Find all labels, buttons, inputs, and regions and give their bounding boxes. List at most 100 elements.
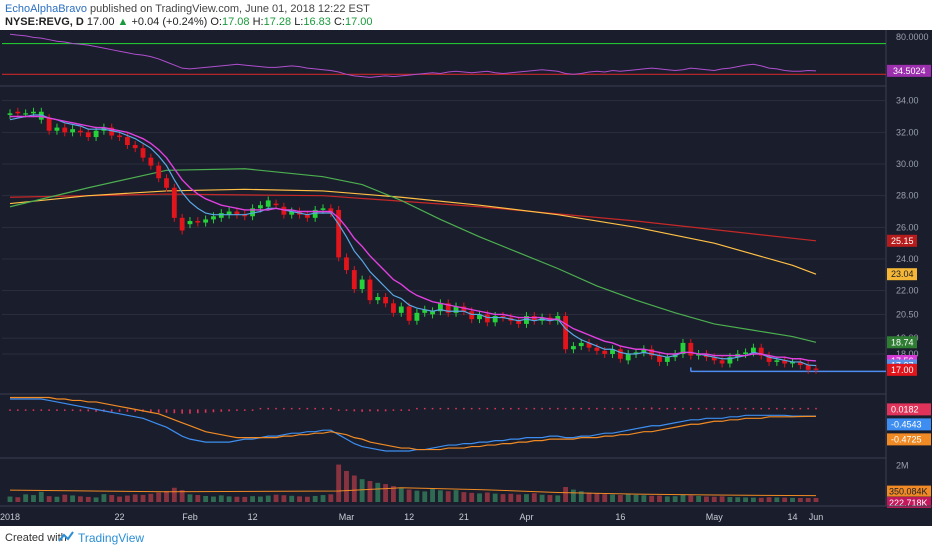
candle-down [367, 279, 373, 301]
candle-up [257, 205, 263, 209]
candle-up [680, 342, 686, 354]
macd-histogram-bar [400, 409, 403, 411]
macd-histogram-bar [330, 407, 332, 410]
macd-histogram-bar [79, 409, 82, 412]
volume-bar [649, 495, 655, 502]
macd-histogram-bar [674, 407, 676, 410]
candle-up [453, 306, 459, 313]
volume-bar [524, 494, 529, 502]
candle-up [203, 219, 209, 223]
volume-bar [477, 493, 482, 502]
chart-canvas[interactable]: 80.0000 34.5024 34.00 32.00 30.00 28.00 26.00 2… [0, 30, 932, 526]
candle-down [164, 178, 169, 188]
macd-histogram-bar [721, 407, 723, 410]
tradingview-brand[interactable]: TradingView [78, 531, 145, 545]
candle-down [109, 127, 115, 136]
macd-histogram-bar [353, 409, 356, 412]
candle-down [117, 135, 122, 138]
volume-bar [101, 494, 107, 502]
volume-bar [461, 492, 467, 502]
candle-down [85, 132, 91, 138]
y-tick-label: 32.00 [896, 127, 919, 137]
macd-histogram-bar [525, 407, 528, 410]
macd-histogram-bar [118, 409, 121, 412]
close-label: C: [333, 16, 345, 28]
volume-bar [203, 495, 209, 502]
macd-histogram-bar [197, 409, 199, 414]
signal-value-label: -0.4725 [891, 434, 922, 444]
volume-bar [766, 497, 772, 502]
macd-histogram-bar [345, 409, 348, 411]
macd-histogram-bar [549, 407, 551, 410]
volume-bar [273, 494, 279, 502]
volume-tick-label: 2M [896, 460, 909, 470]
candle-up [218, 213, 224, 218]
volume-bar [109, 495, 115, 502]
volume-tag [887, 496, 931, 508]
candle-down [719, 360, 725, 364]
candle-down [234, 211, 240, 215]
volume-bar [625, 494, 631, 502]
volume-bar [156, 492, 162, 502]
macd-histogram-bar [431, 407, 434, 410]
last-price: 17.00 [86, 16, 115, 28]
candle-down [813, 368, 819, 370]
candle-down [46, 118, 52, 131]
volume-bar [570, 489, 576, 502]
volume-bar [797, 497, 803, 502]
volume-bar [257, 496, 263, 502]
candle-up [625, 354, 631, 361]
macd-histogram-bar [150, 409, 152, 413]
candle-up [289, 211, 295, 215]
macd-histogram-bar [408, 409, 410, 411]
candle-down [594, 347, 600, 351]
macd-histogram-bar [752, 407, 755, 410]
volume-bar [610, 494, 615, 502]
macd-histogram-bar [729, 407, 731, 410]
volume-bar [422, 491, 428, 502]
volume-bar [85, 496, 91, 502]
candle-up [727, 357, 733, 364]
macd-histogram-bar [510, 407, 512, 410]
macd-histogram-bar [189, 409, 191, 414]
macd-histogram-bar [306, 407, 309, 410]
y-tick-label: 20.50 [896, 309, 919, 319]
candle-up [398, 306, 404, 313]
volume-bar [539, 494, 545, 502]
author-link[interactable]: EchoAlphaBravo [5, 3, 87, 15]
macd-histogram-bar [283, 407, 285, 410]
chart-area[interactable]: 80.0000 34.5024 34.00 32.00 30.00 28.00 26.00 2… [0, 30, 932, 526]
volume-bar [304, 496, 310, 502]
macd-histogram-bar [95, 409, 97, 412]
volume-bar [758, 497, 764, 502]
price-tag-last [887, 363, 917, 376]
candle-down [351, 270, 357, 290]
volume-bar [641, 495, 647, 502]
volume-bar [297, 496, 302, 502]
volume-bar [578, 491, 584, 502]
volume-ma-tag [887, 485, 931, 497]
volume-bar [445, 491, 451, 502]
macd-histogram-bar [455, 407, 457, 410]
candle-up [578, 342, 584, 347]
volume-bar [171, 487, 177, 502]
macd-histogram-bar [165, 409, 168, 413]
candle-up [54, 127, 60, 131]
x-tick-label: May [706, 512, 724, 522]
candle-down [531, 316, 537, 321]
x-tick-label: Apr [519, 512, 533, 522]
candle-up [250, 208, 256, 217]
volume-bar [234, 496, 240, 502]
candle-down [469, 311, 475, 320]
candle-up [743, 352, 748, 354]
macd-histogram-bar [635, 407, 637, 410]
volume-label: 222.718K [889, 498, 928, 508]
macd-histogram-bar [603, 407, 606, 410]
macd-histogram-bar [799, 407, 802, 410]
candle-down [328, 208, 334, 214]
volume-bar [7, 496, 13, 502]
candle-down [179, 217, 185, 231]
candle-up [790, 361, 795, 364]
candle-up [23, 113, 29, 115]
volume-bar [336, 464, 342, 502]
